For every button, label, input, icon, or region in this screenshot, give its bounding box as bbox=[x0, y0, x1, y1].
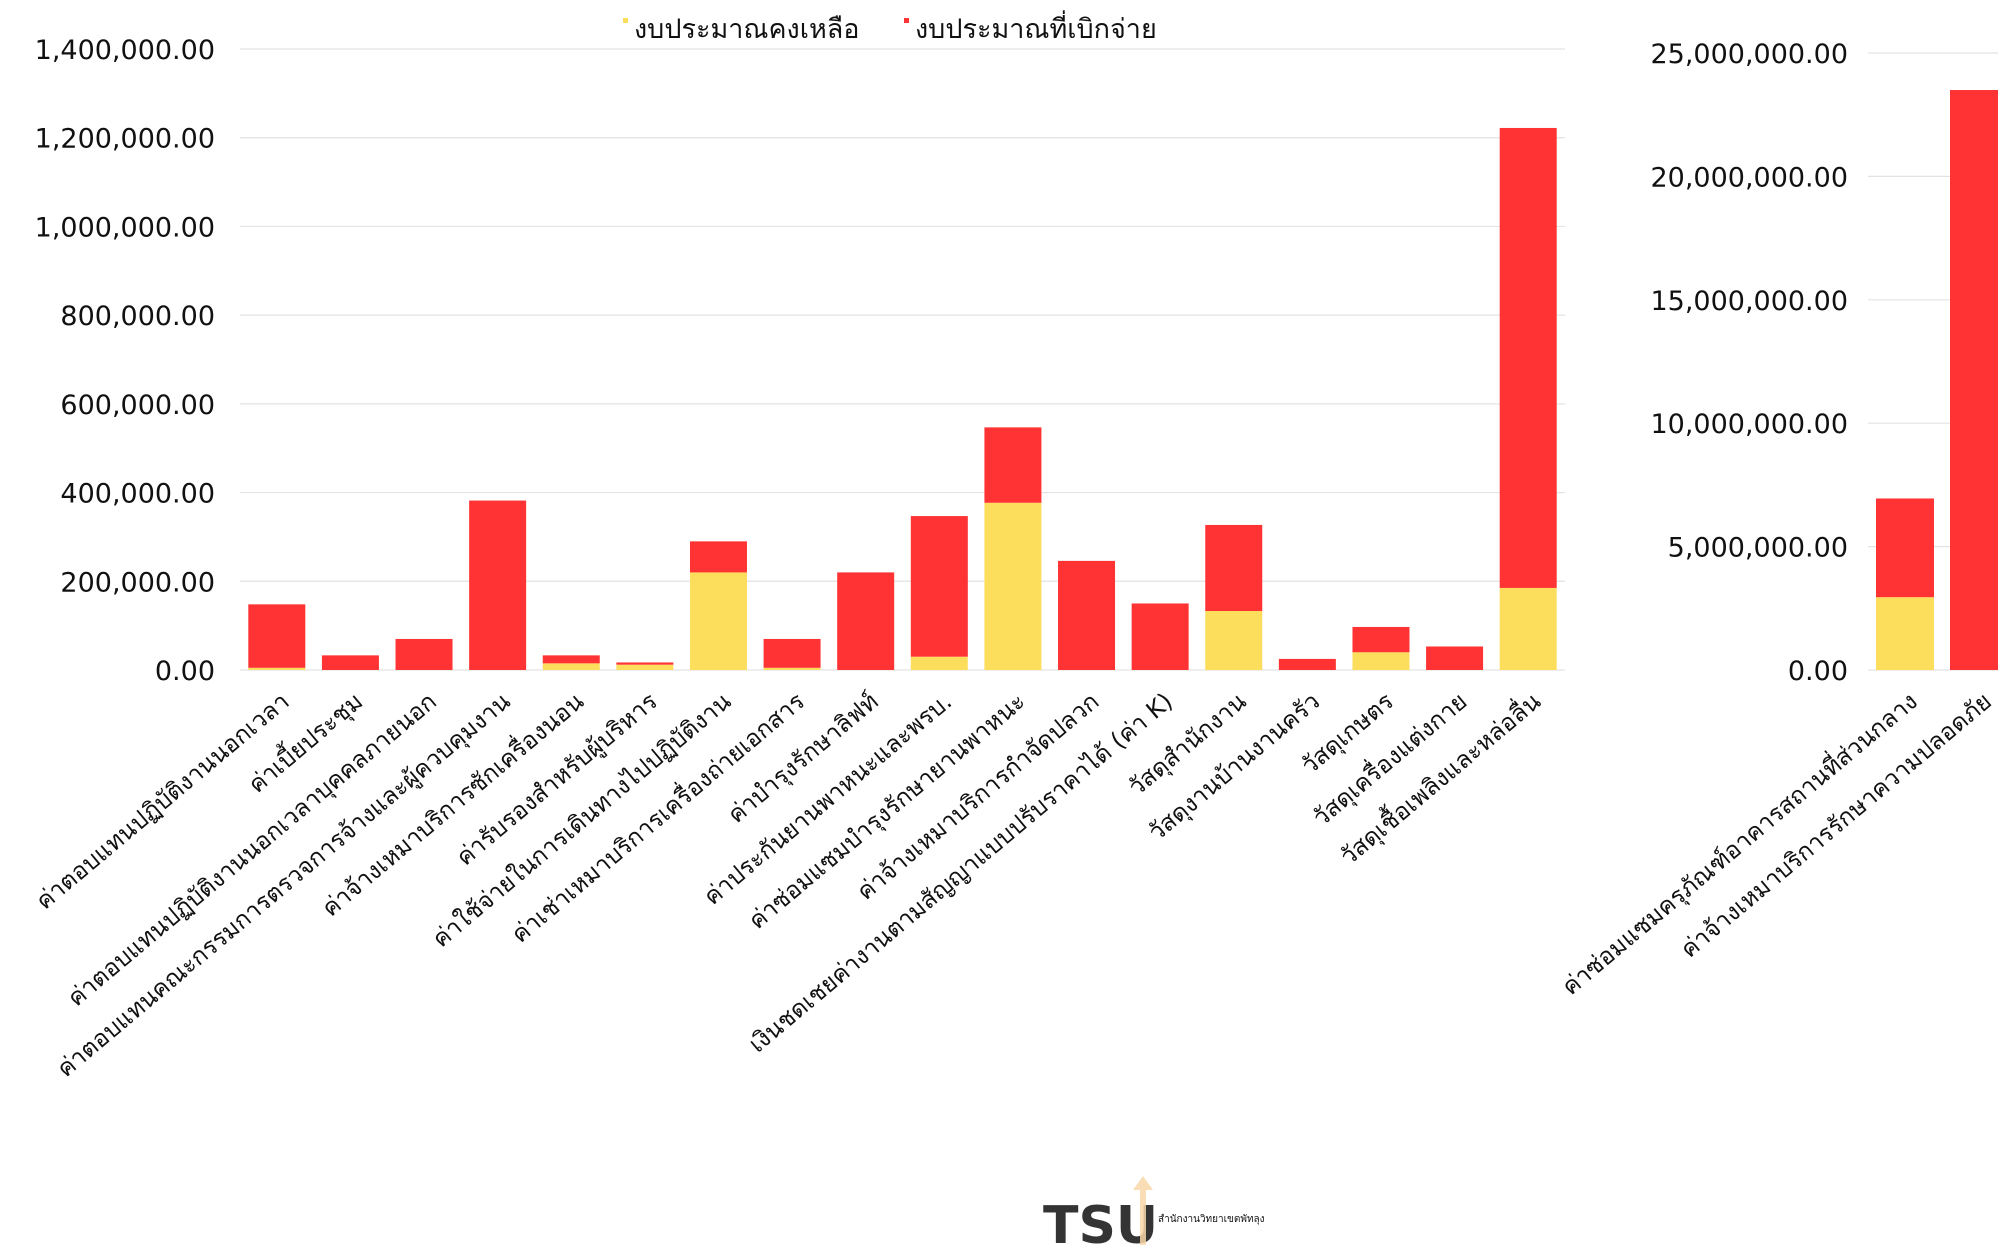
bar-spent bbox=[689, 541, 747, 573]
legend-swatch-remaining bbox=[623, 18, 628, 23]
chart-secondary: 0.00 5,000,000.00 10,000,000.00 15,000,000.… bbox=[1555, 39, 1998, 1002]
bar-spent bbox=[1876, 498, 1934, 598]
bar-remaining bbox=[1876, 597, 1934, 670]
watermark-logo-text: TSU bbox=[1043, 1196, 1158, 1252]
bar-remaining bbox=[1352, 652, 1410, 670]
bar-spent bbox=[395, 638, 453, 670]
bar-spent bbox=[1499, 127, 1557, 588]
bar-spent bbox=[984, 427, 1042, 503]
y-tick-label: 25,000,000.00 bbox=[1650, 39, 1848, 70]
bar-spent bbox=[542, 655, 600, 664]
y-tick-label: 15,000,000.00 bbox=[1650, 286, 1848, 317]
y-tick-label: 600,000.00 bbox=[60, 390, 215, 421]
bar-spent bbox=[837, 572, 895, 670]
y-tick-label: 800,000.00 bbox=[60, 301, 215, 332]
x-category-label: ค่าจ้างเหมาบริการรักษาความปลอดภัย bbox=[1675, 687, 1997, 963]
bar-spent bbox=[1058, 560, 1116, 670]
y-tick-label: 20,000,000.00 bbox=[1650, 162, 1848, 193]
y-tick-label: 1,200,000.00 bbox=[35, 124, 215, 155]
y-tick-label: 200,000.00 bbox=[60, 567, 215, 598]
watermark-arrow-icon bbox=[1133, 1176, 1153, 1245]
bar-remaining bbox=[616, 664, 674, 670]
bar-spent bbox=[469, 500, 527, 670]
bar-remaining bbox=[1499, 587, 1557, 670]
bar-spent bbox=[1131, 603, 1189, 670]
legend-label-spent: งบประมาณที่เบิกจ่าย bbox=[915, 10, 1157, 45]
bar-remaining bbox=[248, 667, 306, 670]
bar-spent bbox=[248, 604, 306, 668]
bar-spent bbox=[1352, 626, 1410, 653]
y-tick-label: 0.00 bbox=[155, 656, 215, 687]
bar-remaining bbox=[910, 656, 968, 670]
bar-remaining bbox=[542, 663, 600, 670]
bar-remaining bbox=[1205, 611, 1263, 670]
tsu-logo: TSU สำนักงานวิทยาเขตพัทลุง bbox=[1043, 1176, 1265, 1256]
y-tick-label: 400,000.00 bbox=[60, 479, 215, 510]
bar-remaining bbox=[984, 502, 1042, 670]
bar-spent bbox=[616, 662, 674, 665]
x-category-label: ค่าตอบแทนปฏิบัติงานนอกเวลา bbox=[30, 687, 294, 915]
legend-label-remaining: งบประมาณคงเหลือ bbox=[634, 14, 860, 45]
x-category-label: ค่าซ่อมแซมครุภัณฑ์อาคารสถานที่ส่วนกลาง bbox=[1555, 685, 1924, 1002]
bar-spent bbox=[1426, 646, 1484, 670]
y-tick-label: 1,000,000.00 bbox=[35, 212, 215, 243]
legend: งบประมาณคงเหลือ งบประมาณที่เบิกจ่าย bbox=[623, 10, 1157, 45]
bar-spent bbox=[1950, 90, 1998, 670]
bar-remaining bbox=[763, 667, 821, 670]
y-tick-label: 10,000,000.00 bbox=[1650, 409, 1848, 440]
bar-remaining bbox=[689, 572, 747, 670]
y-tick-label: 1,400,000.00 bbox=[35, 35, 215, 66]
bar-spent bbox=[763, 638, 821, 668]
bar-spent bbox=[321, 655, 379, 670]
bar-spent bbox=[1278, 658, 1336, 670]
legend-swatch-spent bbox=[904, 18, 909, 23]
bar-spent bbox=[1205, 524, 1263, 612]
watermark-subtext: สำนักงานวิทยาเขตพัทลุง bbox=[1158, 1214, 1265, 1225]
y-tick-label: 0.00 bbox=[1788, 656, 1848, 687]
chart-main: 0.00 200,000.00 400,000.00 600,000.00 800,00… bbox=[30, 35, 1565, 1084]
y-tick-label: 5,000,000.00 bbox=[1668, 533, 1848, 564]
bar-spent bbox=[910, 516, 968, 657]
